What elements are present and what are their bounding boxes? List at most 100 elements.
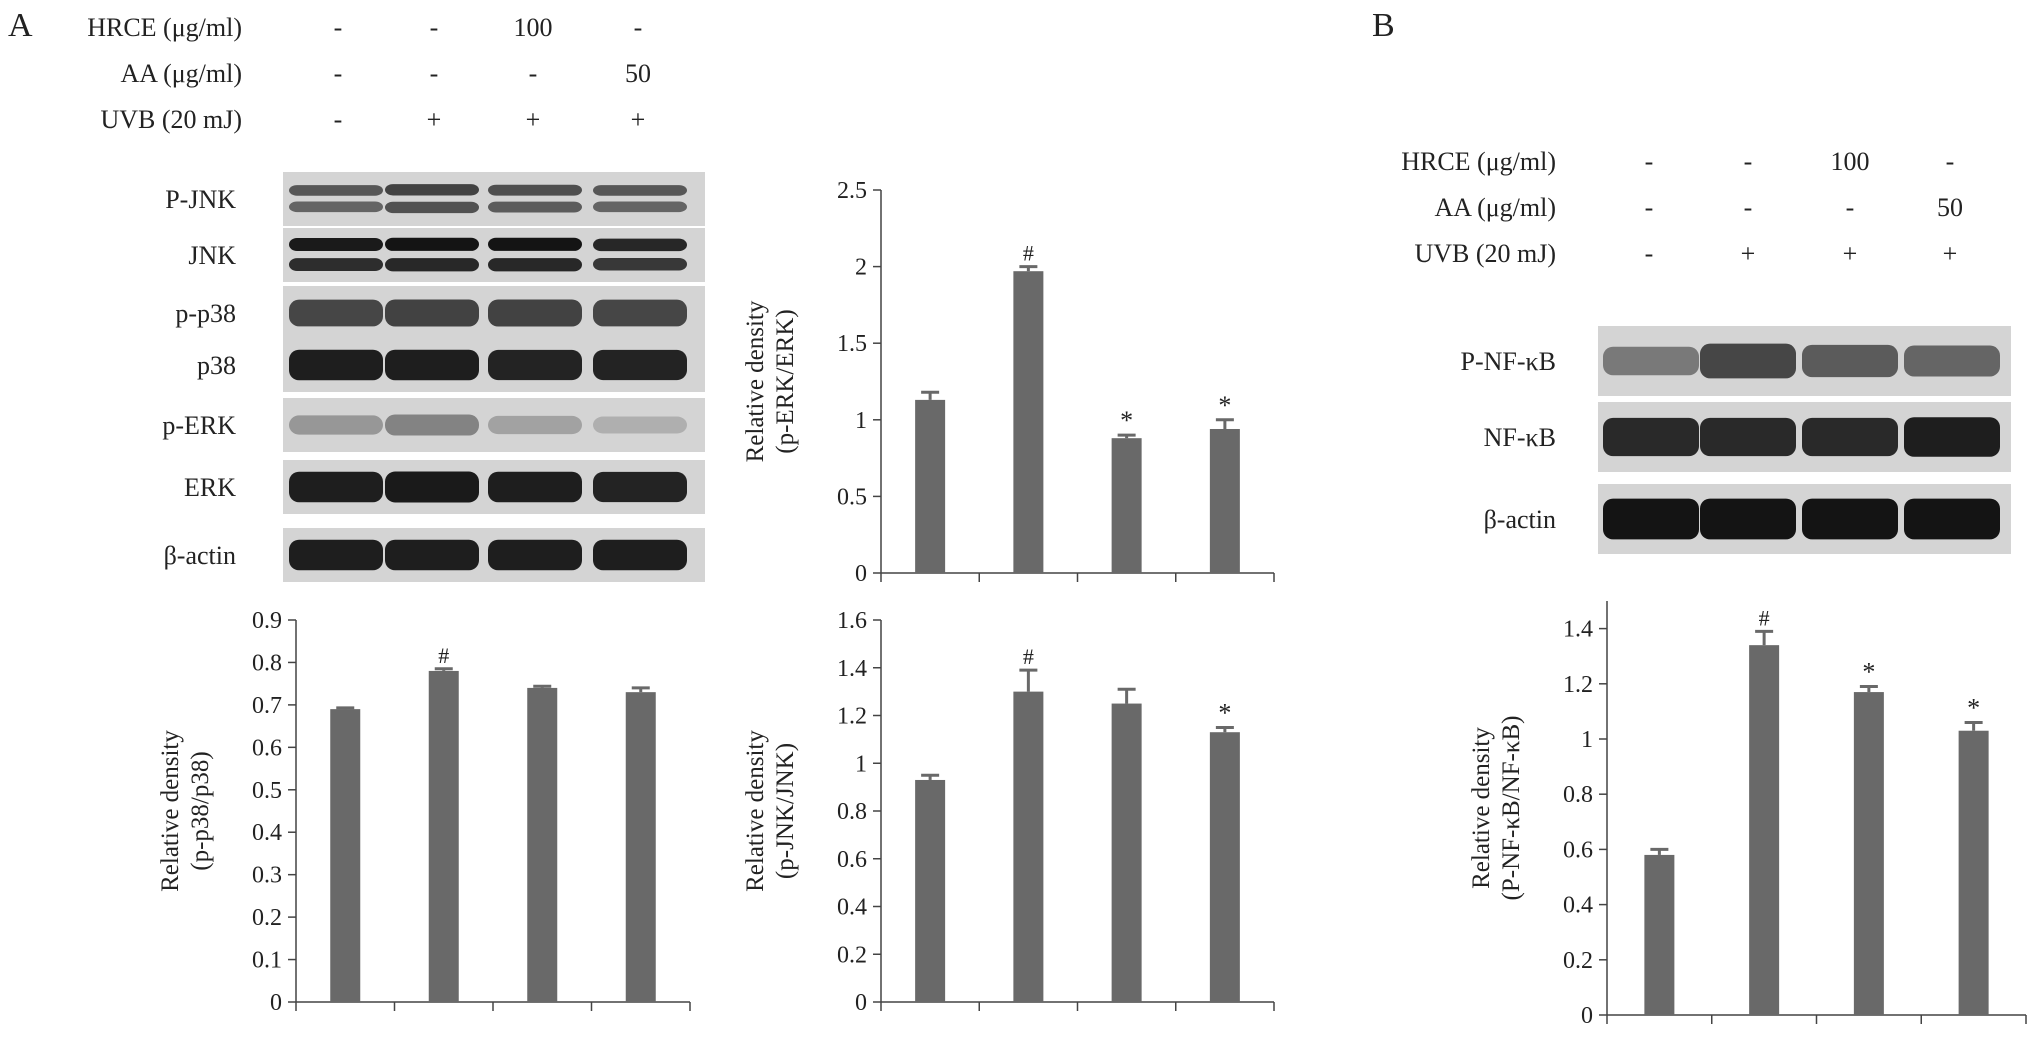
significance-mark: # [438, 643, 449, 668]
bar-charts: 00.511.522.5#**Relative density (p-ERK/ER… [157, 178, 2027, 1029]
blot-band [1700, 417, 1796, 457]
treatment-value: - [529, 59, 538, 88]
y-axis-label: Relative density [742, 300, 769, 462]
blot-label: NF-κB [1484, 423, 1556, 452]
y-tick-label: 0.5 [252, 778, 282, 804]
blot-band [593, 299, 687, 327]
y-tick-label: 0.6 [1563, 837, 1593, 863]
y-tick-label: 1.4 [837, 656, 867, 682]
blot-band [1603, 417, 1699, 457]
y-axis-label: Relative density [157, 730, 184, 892]
significance-mark: # [1759, 605, 1770, 630]
treatment-label: UVB (20 mJ) [1414, 239, 1556, 268]
panel-b-western-blots: P-NF-κB NF-κB β-actin [1461, 326, 2011, 554]
blot-label: β-actin [164, 541, 236, 570]
blot-band [593, 185, 687, 196]
blot-band [1802, 498, 1898, 540]
treatment-value: - [1946, 147, 1955, 176]
bar [1749, 645, 1780, 1015]
y-axis-label: (p-JNK/JNK) [772, 743, 799, 879]
treatment-value: 50 [625, 59, 651, 88]
chart-nfkb: 0 0.2 0.4 0.6 0.8 1 1.2 1.4 # * * Relative density(… [1468, 601, 2027, 1029]
significance-mark: # [1023, 644, 1034, 669]
y-tick-label: 0.2 [837, 942, 867, 968]
blot-band [1802, 344, 1898, 378]
treatment-value: - [1744, 193, 1753, 222]
y-tick-label: 0.8 [252, 650, 282, 676]
blot-band [488, 184, 582, 196]
chart-erk: 0 0.5 1 1.5 2 2.5 # * * Relative density (p-ERK/ER… [742, 178, 1275, 587]
treatment-value: + [1741, 239, 1756, 268]
treatment-value: 100 [514, 13, 553, 42]
y-tick-label: 0.8 [1563, 782, 1593, 808]
blot-band [385, 201, 479, 214]
y-axis-label: (P-NF-κB/NF-κB) [1498, 716, 1525, 901]
y-axis-label: Relative density [1468, 727, 1495, 889]
panel-b-letter: B [1372, 7, 1395, 44]
blot-band [1700, 498, 1796, 540]
blot-label: P-NF-κB [1461, 347, 1556, 376]
blot-band [385, 349, 479, 381]
blot-band [385, 539, 479, 571]
treatment-label: AA (μg/ml) [120, 59, 242, 88]
y-tick-label: 0.2 [1563, 948, 1593, 974]
panel-b-treatment-table: HRCE (μg/ml) - - 100 - AA (μg/ml) - - - 50 UVB (20… [1401, 147, 1963, 268]
blot-band [1603, 346, 1699, 376]
bar [527, 687, 558, 1002]
blot-band [488, 299, 582, 327]
y-tick-label: 2.5 [837, 178, 867, 204]
blot-band [385, 184, 479, 196]
bar [330, 709, 361, 1002]
y-tick-label: 1.2 [837, 704, 867, 730]
blot-strip [283, 228, 705, 282]
y-axis-label: (p-p38/p38) [187, 751, 214, 870]
panel-a-treatment-table: HRCE (μg/ml) - - 100 - AA (μg/ml) - - - 50 UVB (20… [87, 13, 651, 134]
significance-mark: # [1023, 241, 1034, 266]
blot-label: P-JNK [165, 185, 236, 214]
blot-band [488, 349, 582, 381]
treatment-value: - [1645, 239, 1654, 268]
blot-band [385, 471, 479, 503]
y-tick-label: 0 [855, 561, 867, 587]
blot-band [593, 257, 687, 271]
blot-band [1904, 417, 2000, 457]
bar [1111, 703, 1142, 1002]
treatment-value: - [334, 105, 343, 134]
blot-band [488, 237, 582, 251]
treatment-value: + [427, 105, 442, 134]
blot-band [289, 471, 383, 503]
blot-band [593, 201, 687, 213]
blot-label: JNK [188, 241, 236, 270]
blot-band [1802, 417, 1898, 457]
bar [1644, 854, 1675, 1015]
panel-a-letter: A [8, 7, 33, 44]
blot-band [1904, 345, 2000, 377]
blot-band [593, 238, 687, 252]
bar [1111, 438, 1142, 573]
panel-b: B HRCE (μg/ml) - - 100 - AA (μg/ml) - - - 50 UVB (… [1372, 7, 2011, 554]
bar [915, 779, 946, 1002]
y-tick-label: 0.2 [252, 905, 282, 931]
blot-band [593, 539, 687, 571]
y-tick-label: 0.4 [837, 895, 867, 921]
y-tick-label: 1.4 [1563, 617, 1593, 643]
bar [1209, 428, 1240, 573]
bar [1013, 271, 1044, 573]
blot-band [289, 201, 383, 213]
treatment-value: - [634, 13, 643, 42]
significance-mark: * [1967, 693, 1980, 722]
bar [625, 692, 656, 1002]
blot-band [289, 349, 383, 381]
y-tick-label: 1 [1581, 727, 1593, 753]
blot-band [289, 238, 383, 251]
bar [1209, 732, 1240, 1002]
blot-band [488, 415, 582, 435]
bar [1013, 691, 1044, 1002]
y-axis-label: (p-ERK/ERK) [772, 309, 799, 453]
treatment-value: + [1943, 239, 1958, 268]
blot-label: β-actin [1484, 505, 1556, 534]
treatment-value: - [1846, 193, 1855, 222]
y-tick-label: 1.5 [837, 331, 867, 357]
significance-mark: * [1218, 391, 1231, 420]
significance-mark: * [1862, 658, 1875, 687]
